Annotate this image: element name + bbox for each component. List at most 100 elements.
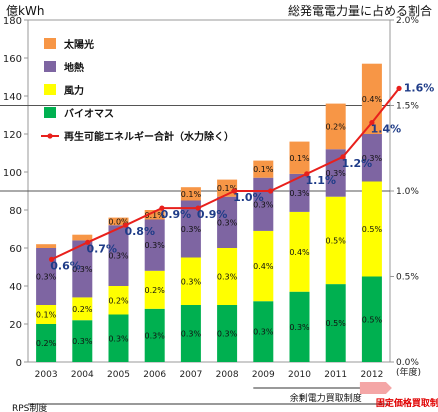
bar-value-label: 0.4% (253, 262, 274, 271)
bar-solar (144, 210, 165, 220)
bar-value-label: 0.3% (145, 241, 166, 250)
bar-value-label: 0.3% (253, 200, 274, 209)
y-tick-label: 60 (9, 244, 22, 255)
bar-value-label: 0.1% (181, 190, 202, 199)
x-tick-label: 2011 (324, 370, 347, 380)
y-tick-label: 0 (16, 358, 22, 369)
legend-label: 太陽光 (63, 38, 94, 51)
bar-biomass (217, 305, 238, 362)
y-tick-label: 160 (3, 54, 22, 65)
bar-value-label: 0.3% (253, 328, 274, 337)
total-line-point (85, 239, 91, 245)
total-line-label: 0.9% (161, 208, 192, 221)
legend-label: 地熱 (64, 61, 84, 74)
bar-wind (180, 257, 201, 305)
legend-swatch (44, 61, 56, 72)
total-line-point (396, 85, 402, 91)
y-tick-label: 40 (9, 282, 22, 293)
y2-tick-label: 0.0% (396, 358, 419, 368)
total-line-label: 1.6% (404, 81, 435, 94)
bar-value-label: 0.3% (289, 323, 310, 332)
bar-biomass (361, 276, 382, 362)
bar-value-label: 0.1% (217, 184, 238, 193)
bar-biomass (144, 308, 165, 362)
bar-biomass (289, 291, 310, 362)
legend-label: 再生可能エネルギー合計（水力除く） (64, 130, 234, 143)
legend-swatch (47, 133, 53, 139)
bar-solar (289, 141, 310, 174)
total-line-label: 1.4% (371, 123, 402, 136)
bar-value-label: 0.3% (326, 169, 347, 178)
y2-tick-label: 0.5% (396, 273, 419, 283)
x-tick-label: 2007 (179, 370, 202, 380)
bar-solar (36, 244, 57, 248)
bar-solar (325, 103, 346, 150)
x-tick-label: 2005 (107, 370, 130, 380)
bar-wind (72, 297, 93, 321)
bar-value-label: 0.5% (362, 315, 383, 324)
fit-arrow-icon (359, 382, 392, 394)
bar-value-label: 0.2% (108, 296, 129, 305)
bar-value-label: 0.3% (72, 337, 93, 346)
bar-value-label: 0.2% (326, 122, 347, 131)
y2-tick-label: 2.0% (396, 16, 419, 26)
bar-value-label: 0.5% (326, 236, 347, 245)
bar-value-label: 0.3% (145, 331, 166, 340)
total-line-point (267, 188, 274, 194)
bar-value-label: 0.3% (108, 334, 129, 343)
total-line-label: 0.6% (50, 259, 81, 272)
total-line-label: 0.9% (197, 208, 228, 221)
bar-value-label: 0.4% (289, 248, 310, 257)
bar-solar (253, 160, 274, 178)
bar-value-label: 0.1% (253, 165, 274, 174)
bar-value-label: 0.3% (217, 330, 238, 339)
total-line-label: 1.0% (233, 191, 264, 204)
bar-geothermal (325, 149, 346, 197)
bar-geothermal (72, 240, 93, 298)
bar-wind (253, 230, 274, 302)
bar-wind (325, 196, 346, 285)
total-line-point (48, 256, 55, 262)
legend-swatch (44, 84, 56, 95)
bar-biomass (325, 284, 346, 362)
bar-biomass (253, 301, 274, 362)
right-axis-title: 総発電電力量に占める割合 (287, 4, 432, 18)
bar-wind (289, 211, 310, 292)
bar-value-label: 0.3% (108, 252, 129, 261)
bar-value-label: 0.3% (72, 265, 93, 274)
y-tick-label: 140 (3, 92, 22, 103)
bar-wind (217, 248, 238, 305)
bar-solar (180, 187, 201, 201)
y-tick-label: 120 (3, 130, 22, 141)
y-tick-label: 180 (3, 16, 22, 27)
bar-value-label: 0.1% (145, 211, 166, 220)
bar-value-label: 0.3% (217, 218, 238, 227)
x-tick-label: 2003 (35, 370, 58, 380)
total-line-label: 1.2% (342, 157, 373, 170)
legend-label: バイオマス (64, 108, 114, 120)
y-tick-label: 100 (3, 168, 22, 179)
total-line-point (159, 205, 165, 211)
bar-geothermal (36, 248, 57, 305)
total-line-label: 1.1% (305, 174, 336, 187)
total-line-point (369, 120, 375, 126)
total-line-point (123, 222, 129, 228)
y2-tick-label: 1.0% (396, 187, 419, 197)
bar-biomass (72, 320, 93, 362)
bar-biomass (36, 324, 57, 362)
x-tick-label: 2009 (252, 370, 275, 380)
total-line-point (231, 188, 237, 194)
bar-value-label: 0.2% (72, 305, 93, 314)
total-line-label: 0.8% (124, 225, 155, 238)
bar-geothermal (108, 225, 129, 286)
total-line-point (304, 171, 310, 177)
bar-value-label: 0.1% (289, 154, 310, 163)
bar-wind (108, 286, 129, 315)
left-axis-unit: 億kWh (6, 4, 45, 18)
rps-label: RPS制度 (12, 402, 47, 412)
bar-biomass (180, 305, 201, 362)
x-tick-label: 2010 (288, 370, 311, 380)
x-tick-label: 2008 (216, 370, 239, 380)
